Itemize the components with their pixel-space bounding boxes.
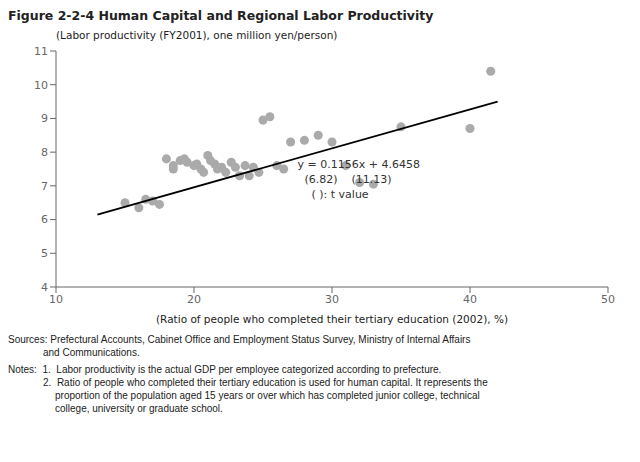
svg-text:30: 30 (325, 293, 339, 306)
svg-text:6: 6 (41, 213, 48, 226)
html-text:and Communications.: and Communications. (43, 347, 140, 358)
html-text:2. Ratio of people who complet: 2. Ratio of people who completed their t… (43, 377, 488, 388)
html-text:proportion of the population a: proportion of the population aged 15 yea… (55, 390, 480, 401)
html-text:(Ratio of people who completed: (Ratio of people who completed their ter… (156, 313, 508, 325)
svg-text:20: 20 (187, 293, 201, 306)
svg-text:50: 50 (601, 293, 615, 306)
html-text:college, university or graduat: college, university or graduate school. (55, 403, 223, 414)
html-text:Figure 2-2-4 Human Capital and: Figure 2-2-4 Human Capital and Regional … (8, 8, 434, 23)
svg-text:9: 9 (41, 112, 48, 125)
svg-text:8: 8 (41, 146, 48, 159)
svg-text:40: 40 (463, 293, 477, 306)
html-text:(Labor productivity (FY2001),: (Labor productivity (FY2001), one millio… (56, 29, 338, 41)
html-text:Sources: Prefectural Accounts,: Sources: Prefectural Accounts, Cabinet O… (8, 334, 471, 345)
svg-text:10: 10 (34, 79, 48, 92)
svg-text:5: 5 (41, 247, 48, 260)
html-text:Notes: 1. Labor productivity i: Notes: 1. Labor productivity is the actu… (8, 364, 442, 375)
svg-text:7: 7 (41, 180, 48, 193)
svg-text:y = 0.1156x + 4.6458 (6.82): y = 0.1156x + 4.6458 (6.82) (11.13) ( ):… (298, 158, 420, 201)
svg-text:10: 10 (49, 293, 63, 306)
svg-text:4: 4 (41, 281, 48, 294)
svg-text:11: 11 (34, 45, 48, 58)
